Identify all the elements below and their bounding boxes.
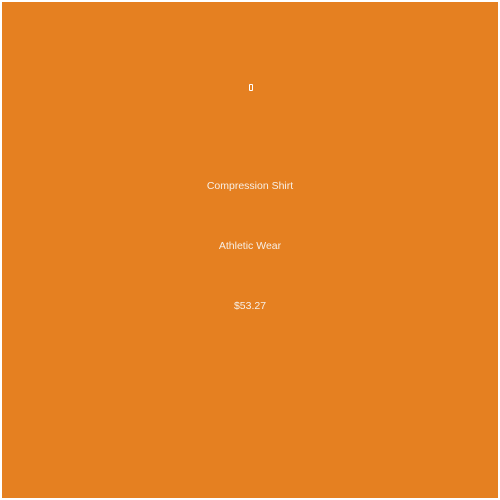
product-price: $53.27 [233, 300, 267, 312]
product-name: Compression Shirt [206, 180, 294, 192]
product-category: Athletic Wear [218, 240, 282, 252]
missing-glyph-icon [249, 84, 253, 91]
